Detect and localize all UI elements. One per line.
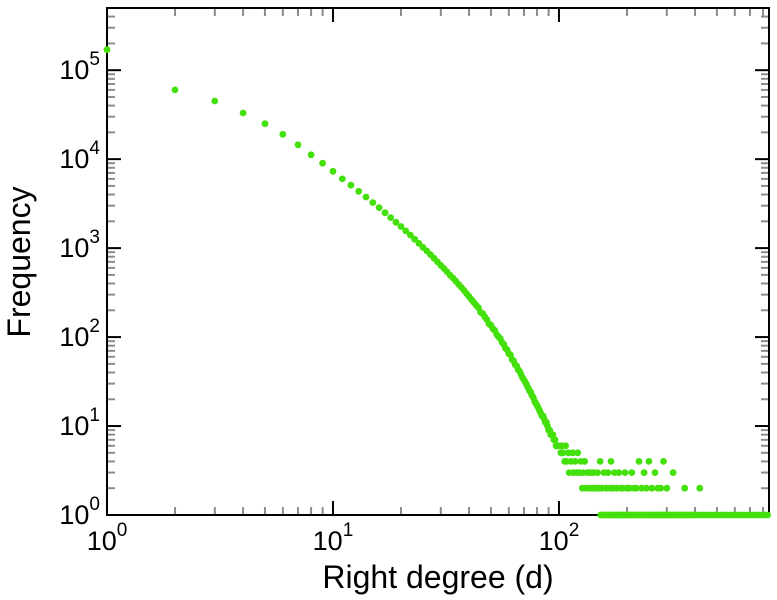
- data-point: [681, 484, 689, 492]
- plot-frame: [106, 7, 770, 516]
- data-point: [362, 193, 370, 201]
- data-point: [211, 97, 219, 105]
- data-point: [402, 227, 410, 235]
- data-point: [375, 204, 383, 212]
- y-tick-label: 104: [59, 138, 100, 174]
- y-tick-label: 105: [59, 49, 100, 85]
- data-point: [640, 469, 648, 476]
- y-tick-label: 100: [59, 494, 100, 530]
- data-point: [628, 469, 636, 476]
- data-point: [635, 458, 643, 465]
- data-point: [663, 484, 671, 492]
- data-point: [355, 187, 363, 195]
- data-point: [407, 231, 414, 239]
- y-axis-label: Frequency: [1, 186, 37, 337]
- x-axis-label: Right degree (d): [322, 559, 553, 595]
- data-point: [594, 469, 601, 476]
- x-tick-label: 100: [87, 520, 128, 556]
- data-point: [347, 181, 355, 189]
- data-point: [103, 46, 111, 54]
- data-point: [648, 484, 656, 492]
- data-point: [338, 175, 346, 183]
- data-point: [596, 458, 604, 465]
- data-point: [651, 469, 659, 476]
- data-point: [411, 235, 419, 243]
- axis-tick-labels: 100 101 102 100 101 102 103 104 105: [59, 49, 579, 556]
- data-point: [381, 209, 389, 217]
- data-point: [626, 484, 633, 492]
- data-point: [569, 449, 577, 457]
- y-tick-label: 102: [59, 316, 100, 352]
- data-points: [103, 46, 771, 519]
- data-point: [621, 469, 629, 476]
- data-point: [696, 484, 704, 492]
- data-point: [171, 86, 179, 94]
- data-point: [643, 484, 650, 492]
- x-tick-label: 102: [539, 520, 580, 556]
- data-point: [657, 484, 665, 492]
- data-point: [369, 199, 377, 207]
- axes-frame: [106, 7, 770, 516]
- data-point: [607, 458, 615, 465]
- data-point: [581, 458, 589, 465]
- data-point: [604, 469, 612, 476]
- data-point: [307, 151, 315, 159]
- y-tick-label: 103: [59, 227, 100, 263]
- data-point: [279, 130, 287, 138]
- data-point: [397, 223, 405, 230]
- data-point: [329, 167, 337, 175]
- data-point: [551, 436, 559, 444]
- data-point: [319, 159, 326, 167]
- data-point: [615, 469, 623, 476]
- data-point: [645, 458, 653, 465]
- data-point: [632, 484, 640, 492]
- data-point: [571, 458, 579, 465]
- data-point: [559, 449, 567, 457]
- axis-ticks: [106, 7, 769, 516]
- data-point: [638, 484, 645, 492]
- x-tick-label: 101: [313, 520, 354, 556]
- data-point: [549, 431, 557, 439]
- y-tick-label: 101: [59, 405, 100, 441]
- data-point: [562, 442, 569, 450]
- data-point: [239, 109, 247, 117]
- data-point: [669, 469, 677, 476]
- data-point: [261, 120, 269, 128]
- data-point: [392, 218, 400, 226]
- data-point: [660, 458, 667, 465]
- data-point: [574, 449, 582, 457]
- data-point: [294, 141, 302, 149]
- data-point: [764, 511, 771, 519]
- data-point: [387, 214, 395, 222]
